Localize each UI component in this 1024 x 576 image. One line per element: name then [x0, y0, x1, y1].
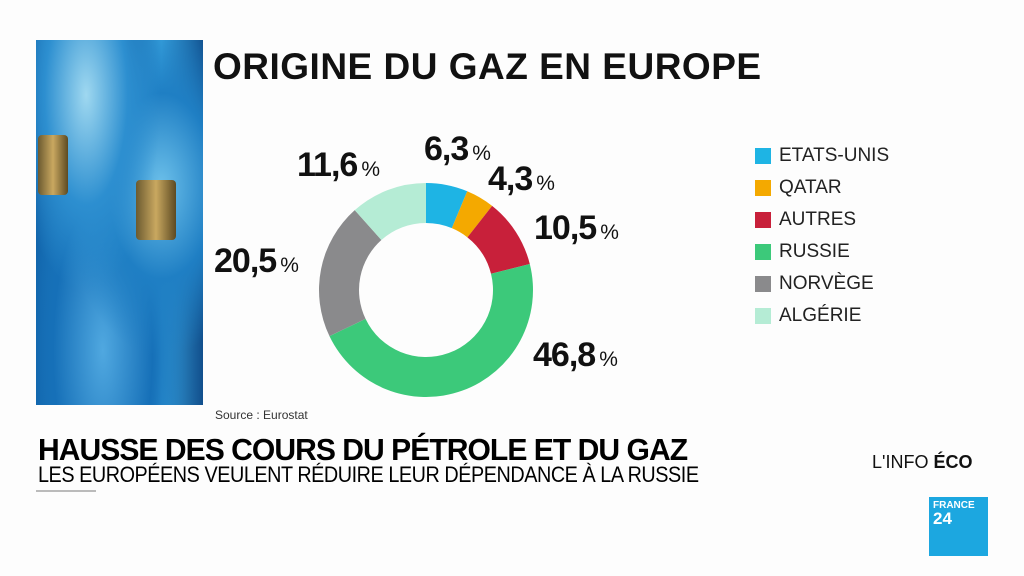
donut-slice-norvège	[319, 210, 382, 337]
swatch	[755, 308, 771, 324]
donut-slice-etats-unis	[426, 183, 468, 229]
segment-label: L'INFO ÉCO	[872, 452, 973, 472]
donut-slice-algérie	[354, 183, 426, 241]
donut-slice-autres	[467, 205, 530, 274]
swatch	[755, 148, 771, 164]
subheadline: LES EUROPÉENS VEULENT RÉDUIRE LEUR DÉPEN…	[38, 462, 699, 487]
source-note: Source : Eurostat	[215, 408, 308, 422]
legend-item: ETATS-UNIS	[755, 140, 889, 172]
legend-item: RUSSIE	[755, 236, 889, 268]
label-norvege: 20,5%	[214, 242, 299, 280]
france24-logo: FRANCE 24	[929, 497, 988, 556]
valve-icon	[38, 135, 68, 195]
gas-cylinders-photo	[36, 40, 203, 405]
legend-item: NORVÈGE	[755, 268, 889, 300]
legend-item: ALGÉRIE	[755, 300, 889, 332]
donut-slice-qatar	[451, 191, 493, 238]
legend-item: AUTRES	[755, 204, 889, 236]
divider	[36, 490, 96, 492]
label-autres: 10,5%	[534, 209, 619, 247]
label-algerie: 11,6%	[297, 146, 380, 184]
label-russie: 46,8%	[533, 336, 618, 374]
legend-label: ETATS-UNIS	[779, 145, 890, 166]
legend: ETATS-UNIS QATAR AUTRES RUSSIE NORVÈGE A…	[755, 140, 889, 332]
legend-label: QATAR	[779, 177, 842, 198]
swatch	[755, 276, 771, 292]
legend-item: QATAR	[755, 172, 889, 204]
valve-icon	[136, 180, 176, 240]
headline: HAUSSE DES COURS DU PÉTROLE ET DU GAZ	[38, 432, 688, 467]
donut-slice-russie	[329, 264, 533, 397]
swatch	[755, 212, 771, 228]
legend-label: ALGÉRIE	[779, 305, 862, 326]
swatch	[755, 244, 771, 260]
legend-label: NORVÈGE	[779, 273, 874, 294]
chart-title: ORIGINE DU GAZ EN EUROPE	[213, 46, 762, 87]
legend-label: RUSSIE	[779, 241, 850, 262]
label-qatar: 4,3%	[488, 160, 555, 198]
swatch	[755, 180, 771, 196]
label-etats-unis: 6,3%	[424, 130, 491, 168]
legend-label: AUTRES	[779, 209, 857, 230]
